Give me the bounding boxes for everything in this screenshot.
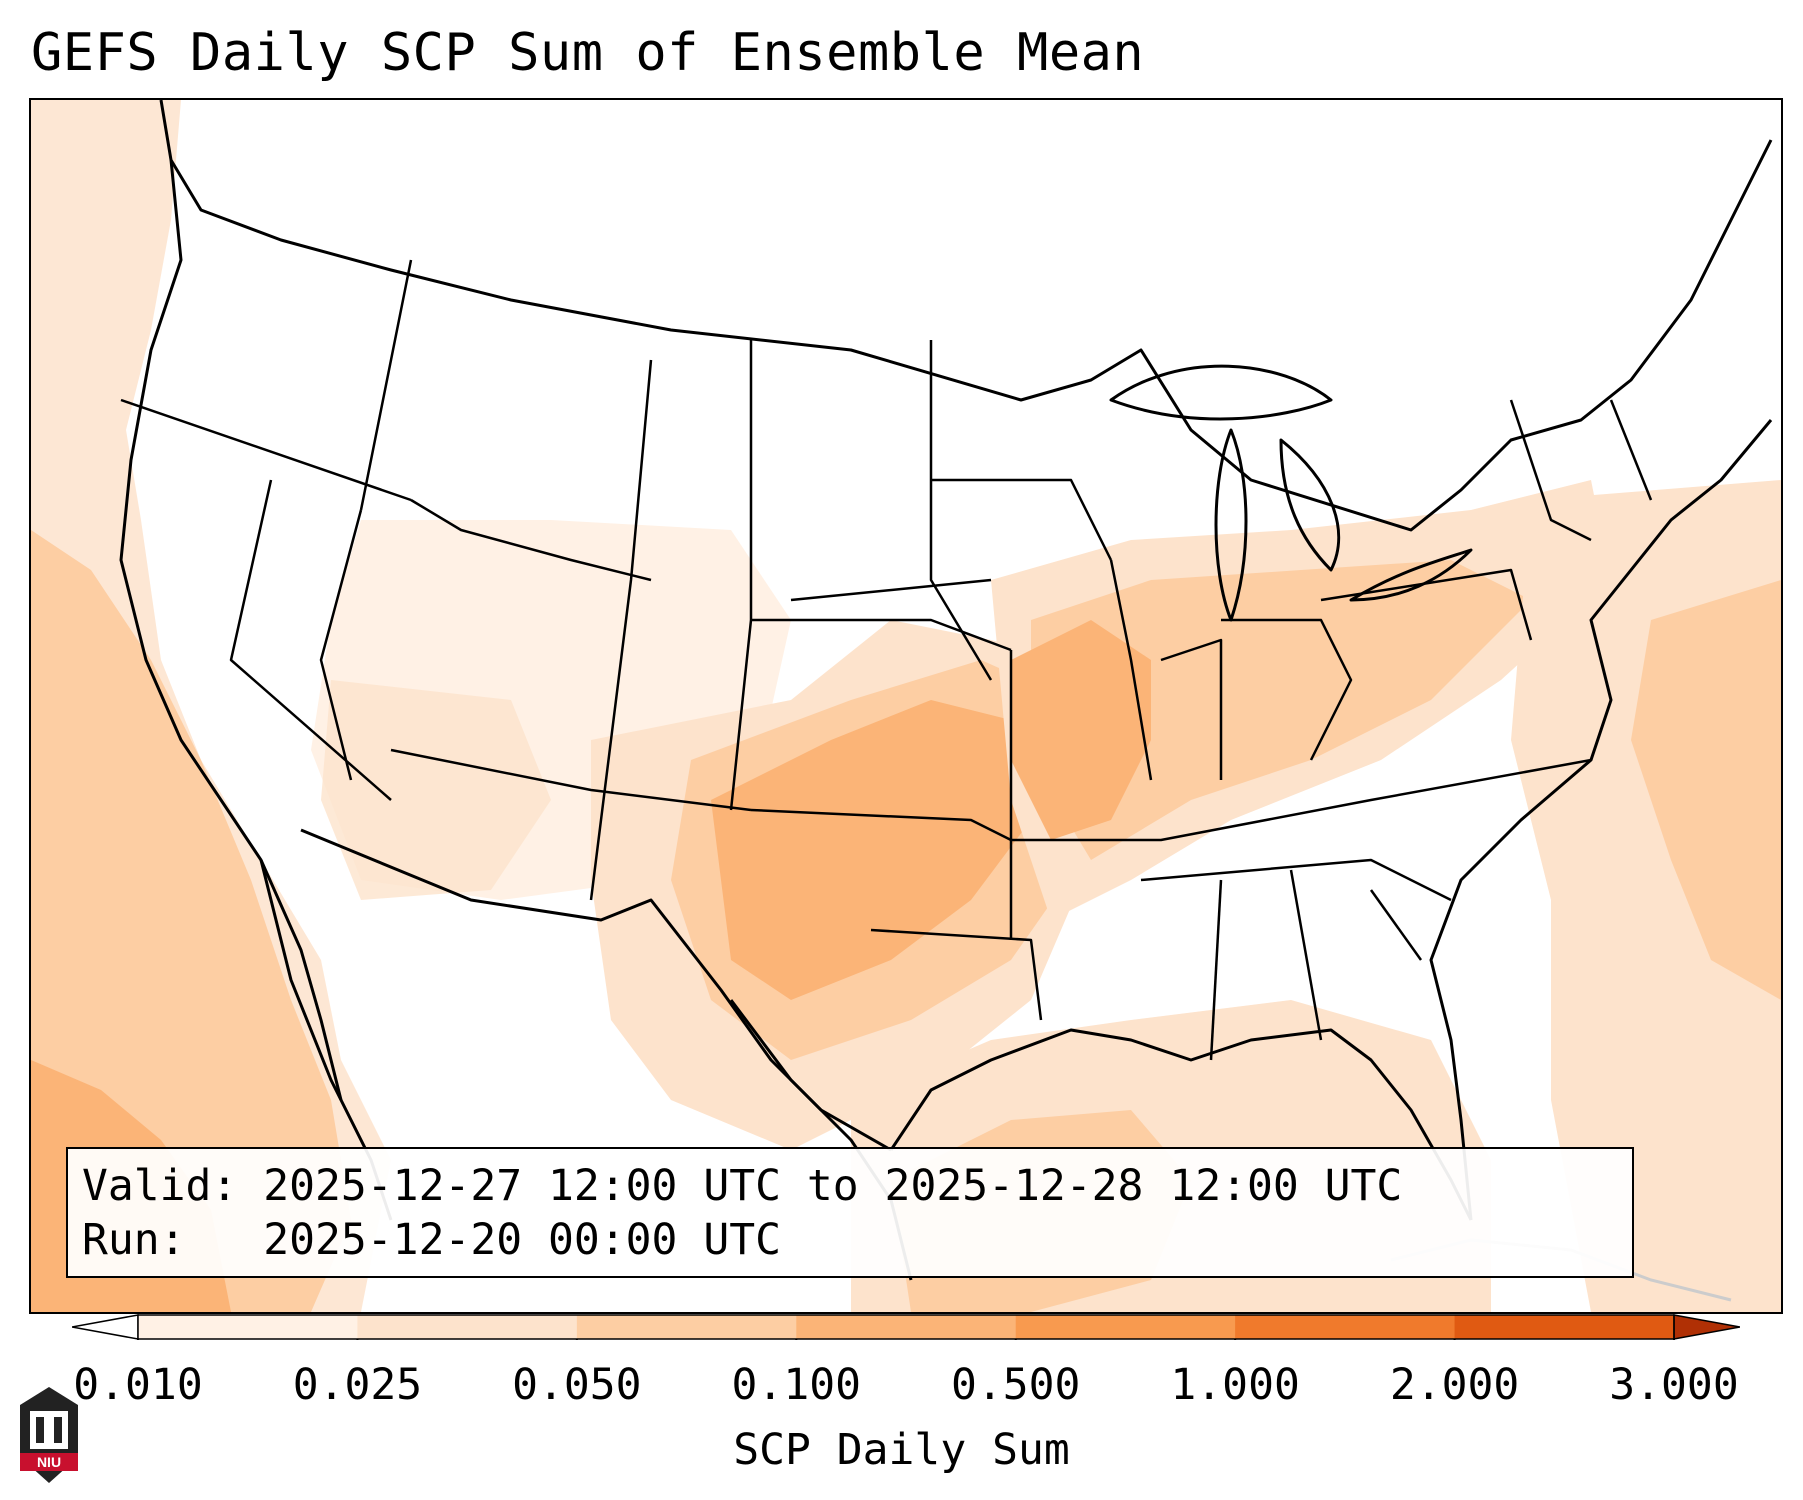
colorbar-tick-label: 0.100 <box>731 1360 861 1410</box>
valid-label: Valid: <box>82 1161 238 1211</box>
colorbar-tick-label: 3.000 <box>1609 1360 1739 1410</box>
logo-text: NIU <box>37 1454 61 1470</box>
colorbar-segment <box>1454 1315 1675 1339</box>
chart-title: GEFS Daily SCP Sum of Ensemble Mean <box>31 23 1145 83</box>
run-row: Run: 2025-12-20 00:00 UTC <box>82 1213 1618 1267</box>
colorbar-tick-label: 1.000 <box>1170 1360 1300 1410</box>
colorbar-tick-label: 0.500 <box>950 1360 1081 1410</box>
colorbar-over-triangle <box>1673 1314 1740 1340</box>
colorbar-segment <box>796 1315 1017 1339</box>
lake-huron <box>1279 438 1341 572</box>
map-panel <box>29 98 1783 1314</box>
colorbar-outline <box>137 1314 1675 1340</box>
colorbar-title: SCP Daily Sum <box>733 1425 1070 1475</box>
valid-value: 2025-12-27 12:00 UTC to 2025-12-28 12:00… <box>263 1161 1403 1211</box>
canada-border <box>159 100 1773 532</box>
colorbar-segment <box>576 1315 797 1339</box>
colorbar-tick-label: 0.025 <box>292 1360 423 1410</box>
shade-arizona <box>321 680 551 900</box>
colorbar <box>72 1314 1740 1340</box>
lake-erie <box>1349 548 1473 602</box>
colorbar-segment <box>357 1315 578 1339</box>
niu-logo: NIU <box>20 1387 78 1483</box>
colorbar-tick-label: 0.010 <box>73 1360 203 1410</box>
lake-superior <box>1109 364 1333 421</box>
valid-run-info-box: Valid: 2025-12-27 12:00 UTC to 2025-12-2… <box>66 1147 1634 1278</box>
map-boundaries <box>119 100 1773 1302</box>
colorbar-under-triangle <box>72 1314 139 1340</box>
valid-row: Valid: 2025-12-27 12:00 UTC to 2025-12-2… <box>82 1159 1618 1213</box>
shade-valleys-medium <box>1031 560 1531 860</box>
mexico-border <box>300 828 892 1152</box>
shade-valleys-strong <box>1011 620 1151 840</box>
colorbar-segment <box>1235 1315 1456 1339</box>
run-label: Run: <box>82 1215 186 1265</box>
shade-atlantic-medium <box>1631 580 1781 1000</box>
colorbar-segment <box>1015 1315 1236 1339</box>
pacific-coast <box>119 159 343 1101</box>
run-value: 2025-12-20 00:00 UTC <box>263 1215 781 1265</box>
shade-plains-strong <box>711 700 1031 1000</box>
colorbar-tick-label: 2.000 <box>1389 1360 1520 1410</box>
state-lines <box>120 259 1653 1061</box>
gulf-coast <box>889 1028 1473 1221</box>
map-canvas <box>31 100 1781 1312</box>
colorbar-tick-label: 0.050 <box>512 1360 642 1410</box>
colorbar-segment <box>138 1315 358 1339</box>
